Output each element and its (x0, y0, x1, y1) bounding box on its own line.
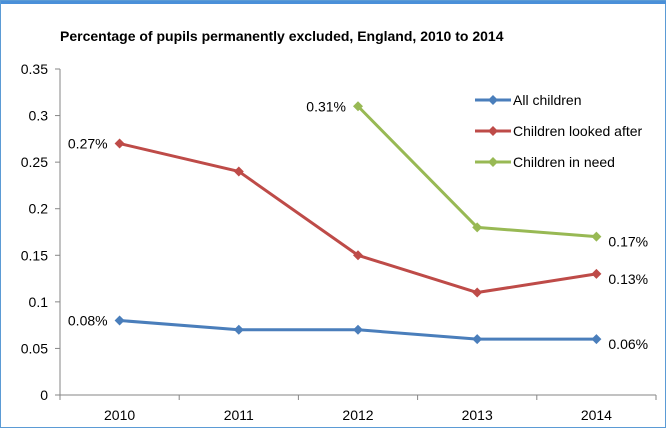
data-point (591, 231, 602, 242)
data-point (353, 101, 363, 112)
legend-label: All children (513, 92, 581, 108)
data-point (472, 222, 483, 233)
y-tick-label: 0.2 (29, 201, 49, 217)
x-tick-label: 2011 (224, 407, 254, 423)
legend-entry: All children (475, 92, 581, 108)
data-point (472, 334, 483, 345)
data-point (591, 268, 602, 279)
y-tick-label: 0 (40, 387, 48, 403)
data-point (353, 250, 363, 261)
data-label: 0.17% (608, 234, 648, 250)
data-label: 0.13% (608, 271, 648, 287)
data-label: 0.31% (306, 98, 346, 114)
top-border (1, 1, 666, 4)
y-tick-label: 0.3 (29, 108, 49, 124)
legend: All children Children looked after Childre… (475, 92, 643, 170)
x-tick-label: 2013 (462, 407, 493, 423)
y-tick-label: 0.1 (29, 294, 49, 310)
legend-marker (488, 157, 498, 167)
series-children-looked-after: 0.27% 0.13% (68, 136, 648, 298)
legend-label: Children looked after (513, 123, 643, 139)
series-children-in-need: 0.31% 0.17% (306, 98, 648, 249)
data-point (591, 334, 602, 345)
data-point (114, 138, 125, 149)
legend-marker (488, 95, 498, 105)
x-tick-label: 2012 (342, 407, 373, 423)
legend-marker (488, 126, 498, 136)
data-point (114, 315, 125, 326)
data-point (233, 166, 244, 177)
data-label: 0.27% (68, 136, 108, 152)
legend-entry: Children looked after (475, 123, 643, 139)
y-tick-label: 0.05 (21, 340, 48, 356)
data-point (472, 287, 483, 298)
data-label: 0.06% (608, 336, 648, 352)
data-label: 0.08% (68, 312, 108, 328)
axes: 0 0.05 0.1 0.15 0.2 0.25 0.3 0.35 2010 2011 2012 20… (21, 61, 657, 423)
data-point (233, 324, 244, 335)
chart-title: Percentage of pupils permanently exclude… (60, 28, 504, 44)
series-layer: 0.08% 0.06% 0.27% 0.13% 0.31% 0.17% (68, 98, 648, 352)
data-point (353, 324, 363, 335)
series-all-children: 0.08% 0.06% (68, 312, 648, 352)
x-tick-label: 2014 (581, 407, 612, 423)
legend-label: Children in need (513, 154, 615, 170)
y-tick-label: 0.25 (21, 154, 48, 170)
x-tick-label: 2010 (104, 407, 135, 423)
y-tick-label: 0.15 (21, 247, 48, 263)
y-tick-label: 0.35 (21, 61, 48, 77)
legend-entry: Children in need (475, 154, 615, 170)
